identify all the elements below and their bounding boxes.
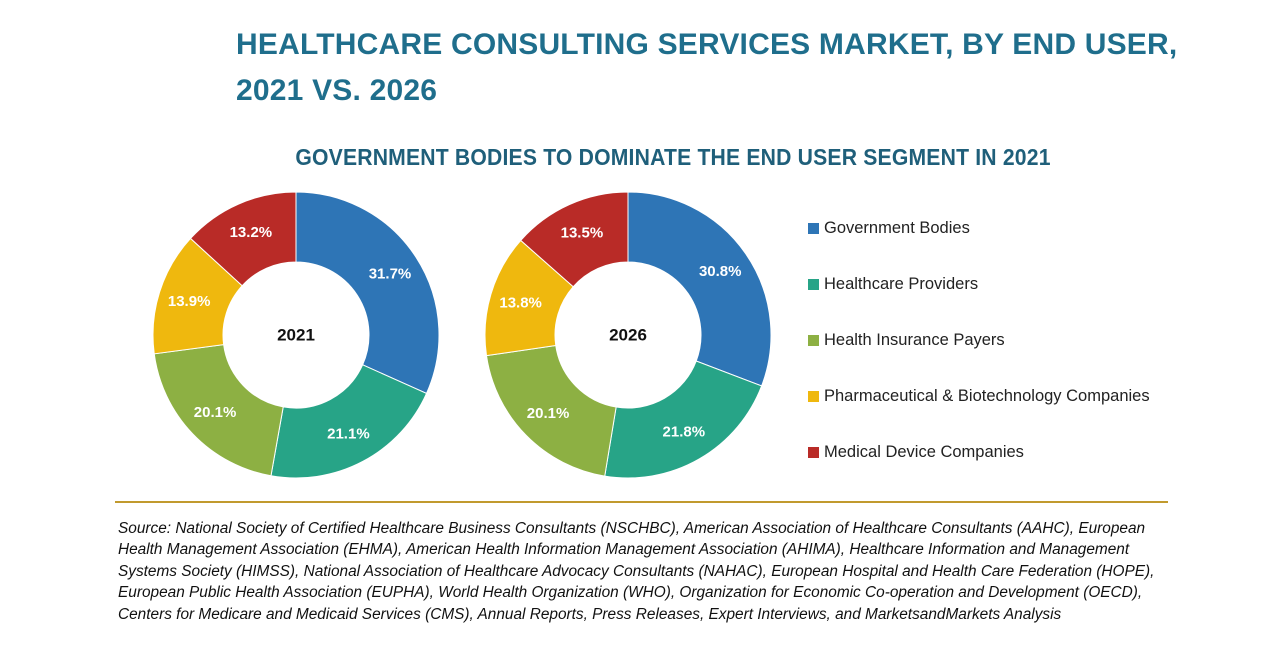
chart-title-line-1: HEALTHCARE CONSULTING SERVICES MARKET, B… xyxy=(236,28,1178,61)
legend-label: Health Insurance Payers xyxy=(824,330,1005,349)
donut-slice-medical-device-companies xyxy=(520,191,629,288)
donut-chart-2026-svg: 30.8% 21.8% 20.1% 13.8% 13.5% 2026 xyxy=(484,191,772,479)
legend-item-health-insurance-payers: Health Insurance Payers xyxy=(808,326,1150,354)
donut-chart-2021: 31.7% 21.1% 20.1% 13.9% 13.2% 2021 xyxy=(151,190,441,480)
legend-item-healthcare-providers: Healthcare Providers xyxy=(808,270,1150,298)
chart-title: HEALTHCARE CONSULTING SERVICES MARKET, B… xyxy=(236,22,1216,114)
slice-label-healthcare-providers: 21.8% xyxy=(663,424,706,441)
slice-label-pharmaceutical-and-biotechnology-companies: 13.9% xyxy=(168,293,211,310)
legend-label: Healthcare Providers xyxy=(824,274,979,293)
slice-label-health-insurance-payers: 20.1% xyxy=(194,404,237,421)
donut-slice-health-insurance-payers xyxy=(153,344,284,477)
slice-label-government-bodies: 31.7% xyxy=(369,266,412,283)
legend-swatch xyxy=(808,390,819,402)
legend-item-pharma-biotech-companies: Pharmaceutical & Biotechnology Companies xyxy=(808,382,1150,410)
slice-label-medical-device-companies: 13.5% xyxy=(561,224,604,241)
slice-label-government-bodies: 30.8% xyxy=(699,263,742,280)
source-divider xyxy=(115,501,1168,503)
slice-label-health-insurance-payers: 20.1% xyxy=(527,405,570,422)
donut-slice-government-bodies xyxy=(627,191,772,387)
donut-slice-government-bodies xyxy=(295,191,440,395)
slice-label-medical-device-companies: 13.2% xyxy=(230,224,273,241)
donut-slice-health-insurance-payers xyxy=(485,344,617,477)
donut-center-year-label: 2021 xyxy=(277,326,315,345)
legend-label: Government Bodies xyxy=(824,218,970,237)
donut-chart-2021-svg: 31.7% 21.1% 20.1% 13.9% 13.2% 2021 xyxy=(152,191,440,479)
donut-center-year-label: 2026 xyxy=(609,326,647,345)
source-note: Source: National Society of Certified He… xyxy=(118,520,1155,623)
legend-label: Pharmaceutical & Biotechnology Companies xyxy=(824,386,1150,405)
legend-item-medical-device-companies: Medical Device Companies xyxy=(808,438,1150,466)
legend-swatch xyxy=(808,222,819,234)
donut-slice-healthcare-providers xyxy=(604,360,763,479)
donut-slice-healthcare-providers xyxy=(270,364,428,479)
legend-swatch xyxy=(808,334,819,346)
donut-slice-medical-device-companies xyxy=(189,191,297,287)
slice-label-healthcare-providers: 21.1% xyxy=(327,425,370,442)
legend-swatch xyxy=(808,446,819,458)
chart-subtitle: GOVERNMENT BODIES TO DOMINATE THE END US… xyxy=(295,144,1051,170)
chart-title-line-2: 2021 VS. 2026 xyxy=(236,74,438,107)
slice-label-pharmaceutical-and-biotechnology-companies: 13.8% xyxy=(499,295,542,312)
chart-legend: Government Bodies Healthcare Providers H… xyxy=(808,214,1150,494)
legend-swatch xyxy=(808,278,819,290)
donut-chart-2026: 30.8% 21.8% 20.1% 13.8% 13.5% 2026 xyxy=(483,190,773,480)
legend-item-government-bodies: Government Bodies xyxy=(808,214,1150,242)
legend-label: Medical Device Companies xyxy=(824,442,1024,461)
